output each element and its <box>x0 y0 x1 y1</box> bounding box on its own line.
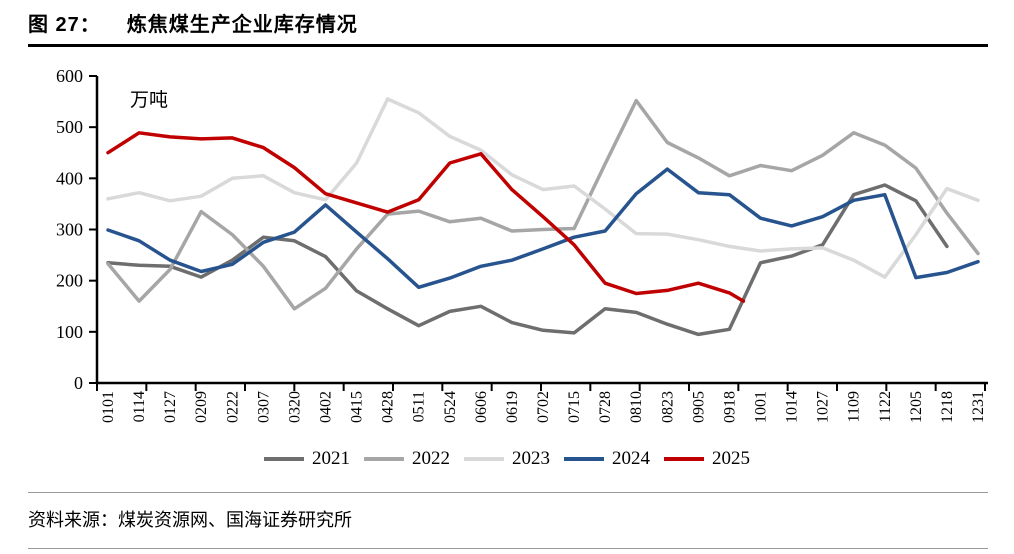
series-line-2022 <box>106 98 980 311</box>
legend-label-2023: 2023 <box>512 448 550 469</box>
series-line-2025 <box>106 131 746 303</box>
source-note: 资料来源：煤炭资源网、国海证券研究所 <box>28 492 988 532</box>
figure-title: 图 27： 炼焦煤生产企业库存情况 <box>28 8 988 47</box>
y-tick-label: 0 <box>74 373 83 393</box>
x-tick-label: 0524 <box>442 391 459 423</box>
legend-item-2023: 2023 <box>464 448 550 470</box>
figure-number: 图 27： <box>28 14 101 36</box>
legend-label-2021: 2021 <box>312 448 350 469</box>
x-tick-label: 1109 <box>846 391 863 422</box>
x-tick-label: 1122 <box>877 391 894 422</box>
y-tick-label: 300 <box>56 220 83 240</box>
x-tick-label: 0415 <box>349 391 366 423</box>
y-tick-label: 500 <box>56 117 83 137</box>
x-tick-label: 0222 <box>224 391 241 423</box>
series-line-2023 <box>106 97 980 279</box>
x-tick-label: 0702 <box>535 391 552 423</box>
source-text: 资料来源：煤炭资源网、国海证券研究所 <box>28 510 352 530</box>
unit-label: 万吨 <box>130 89 168 111</box>
legend-item-2021: 2021 <box>264 448 350 470</box>
chart-legend: 2021 2022 2023 2024 2025 <box>0 444 1014 474</box>
x-tick-label: 0127 <box>162 391 179 423</box>
legend-swatch-2022 <box>364 457 404 461</box>
x-tick-label: 1231 <box>970 391 987 423</box>
x-tick-label: 0810 <box>628 391 645 423</box>
chart-area: 0 100 200 300 400 500 600 0101 0114 0127 0209 0222 0… <box>0 44 1014 456</box>
x-tick-label: 0823 <box>659 391 676 423</box>
x-tick-label: 0511 <box>411 391 428 422</box>
x-tick-label: 0606 <box>473 391 490 423</box>
legend-item-2025: 2025 <box>664 448 750 470</box>
legend-item-2022: 2022 <box>364 448 450 470</box>
x-tick-label: 0619 <box>504 391 521 423</box>
legend-label-2025: 2025 <box>712 448 750 469</box>
x-tick-label: 1027 <box>815 391 832 423</box>
x-tick-label: 1014 <box>784 391 801 423</box>
legend-swatch-2024 <box>564 457 604 461</box>
x-tick-label: 0428 <box>380 391 397 423</box>
x-tick-label: 0715 <box>566 391 583 423</box>
x-tick-label: 0307 <box>255 391 272 423</box>
x-tick-label: 0918 <box>721 391 738 423</box>
y-tick-label: 200 <box>56 271 83 291</box>
series-line-2024 <box>106 167 980 290</box>
x-tick-label: 1218 <box>939 391 956 423</box>
x-tick-label: 1001 <box>753 391 770 423</box>
figure-title-text: 炼焦煤生产企业库存情况 <box>126 14 358 36</box>
y-tick-label: 600 <box>56 66 83 86</box>
y-tick-label: 400 <box>56 168 83 188</box>
legend-item-2024: 2024 <box>564 448 650 470</box>
x-tick-label: 0402 <box>318 391 335 423</box>
x-tick-label: 0101 <box>100 391 117 423</box>
legend-swatch-2025 <box>664 457 704 461</box>
series-line-2021 <box>106 183 949 337</box>
x-tick-label: 0905 <box>690 391 707 423</box>
y-tick-label: 100 <box>56 322 83 342</box>
x-tick-label: 0114 <box>131 391 148 422</box>
x-tick-label: 1205 <box>908 391 925 423</box>
legend-label-2022: 2022 <box>412 448 450 469</box>
x-tick-label: 0728 <box>597 391 614 423</box>
x-tick-label: 0320 <box>286 391 303 423</box>
bottom-divider <box>28 548 988 549</box>
legend-label-2024: 2024 <box>612 448 650 469</box>
legend-swatch-2021 <box>264 457 304 461</box>
chart-svg: 0 100 200 300 400 500 600 0101 0114 0127 0209 0222 0… <box>56 66 988 423</box>
legend-swatch-2023 <box>464 457 504 461</box>
x-tick-label: 0209 <box>193 391 210 423</box>
